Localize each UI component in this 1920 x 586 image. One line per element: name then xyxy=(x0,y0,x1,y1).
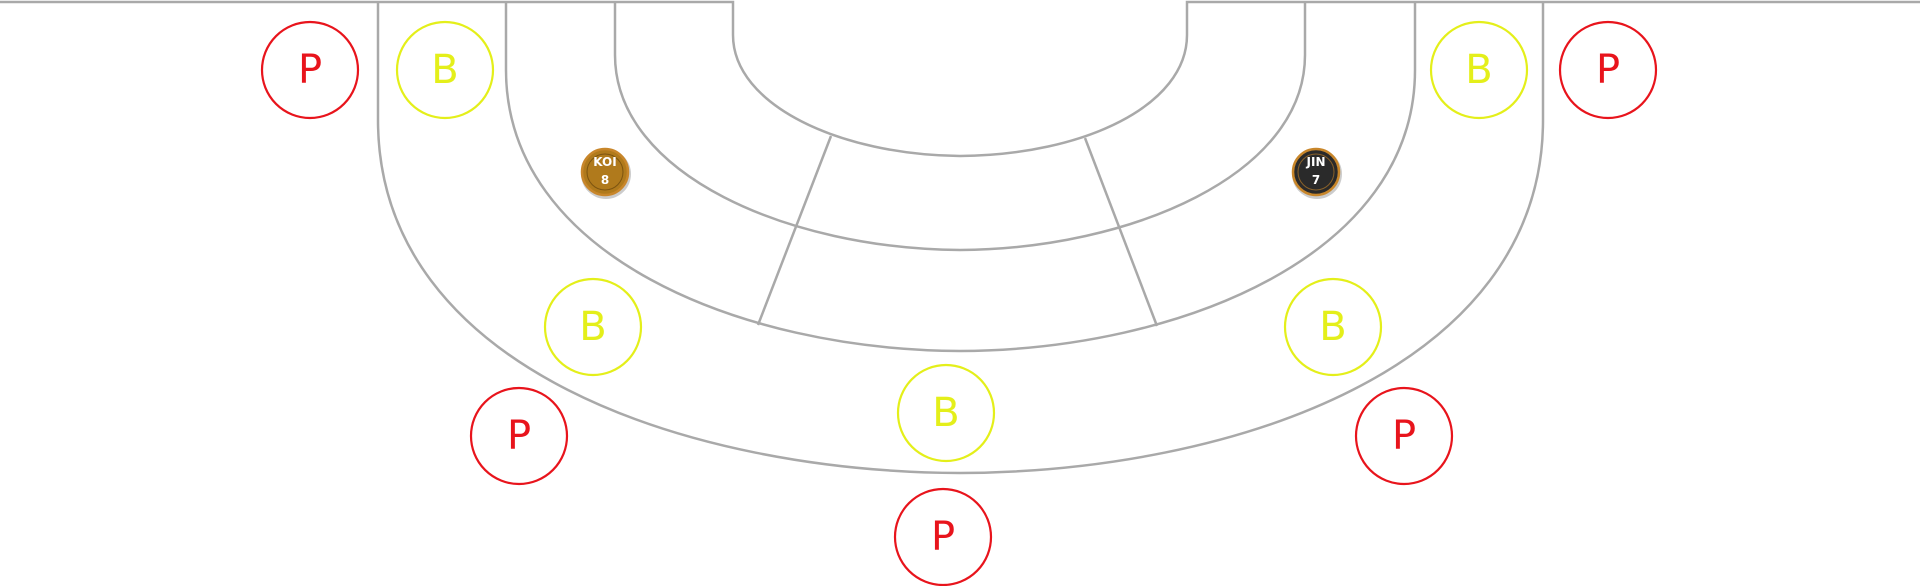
ring-1 xyxy=(613,2,1307,252)
player-spot[interactable]: P xyxy=(469,386,569,486)
player-spot[interactable]: P xyxy=(1558,20,1658,120)
token-value: 7 xyxy=(1312,173,1320,187)
token-name: KOI xyxy=(593,155,616,169)
banker-spot-circle xyxy=(896,363,996,463)
player-spot-letter: P xyxy=(931,514,955,560)
player-spot[interactable]: P xyxy=(260,20,360,120)
token-body xyxy=(1291,147,1341,197)
betting-spots: P B B P B B B P xyxy=(260,20,1658,586)
token-value: 8 xyxy=(601,173,609,187)
player-spot-letter: P xyxy=(507,413,531,459)
banker-spot[interactable]: B xyxy=(1283,277,1383,377)
player-spot-circle xyxy=(1558,20,1658,120)
banker-spot[interactable]: B xyxy=(896,363,996,463)
player-token[interactable]: JIN 7 xyxy=(1291,147,1342,199)
player-spot[interactable]: P xyxy=(1354,386,1454,486)
ring-3 xyxy=(376,2,1545,475)
token-body xyxy=(580,147,630,197)
banker-spot-circle xyxy=(543,277,643,377)
banker-spot-circle xyxy=(395,20,495,120)
table-top-edge-left xyxy=(0,0,1920,158)
player-spot-letter: P xyxy=(298,47,322,93)
divider-right xyxy=(1083,137,1159,327)
banker-spot[interactable]: B xyxy=(1429,20,1529,120)
banker-spot-letter: B xyxy=(1465,47,1492,93)
ring-2 xyxy=(504,2,1417,353)
player-spot-circle xyxy=(260,20,360,120)
banker-spot-letter: B xyxy=(431,47,458,93)
banker-spot-circle xyxy=(1283,277,1383,377)
player-spot-circle xyxy=(1354,386,1454,486)
divider-left xyxy=(756,135,833,326)
banker-spot-letter: B xyxy=(1319,304,1346,350)
player-spot-letter: P xyxy=(1596,47,1620,93)
banker-spot-letter: B xyxy=(932,390,959,436)
player-spot-circle xyxy=(469,386,569,486)
banker-spot-letter: B xyxy=(579,304,606,350)
player-spot-letter: P xyxy=(1392,413,1416,459)
banker-spot-circle xyxy=(1429,20,1529,120)
banker-spot[interactable]: B xyxy=(543,277,643,377)
token-inner-ring xyxy=(586,153,624,191)
banker-spot[interactable]: B xyxy=(395,20,495,120)
player-spot-circle xyxy=(893,487,993,586)
player-spot[interactable]: P xyxy=(893,487,993,586)
token-inner-ring xyxy=(1297,153,1335,191)
player-token[interactable]: KOI 8 xyxy=(580,147,631,199)
token-name: JIN xyxy=(1306,155,1326,169)
